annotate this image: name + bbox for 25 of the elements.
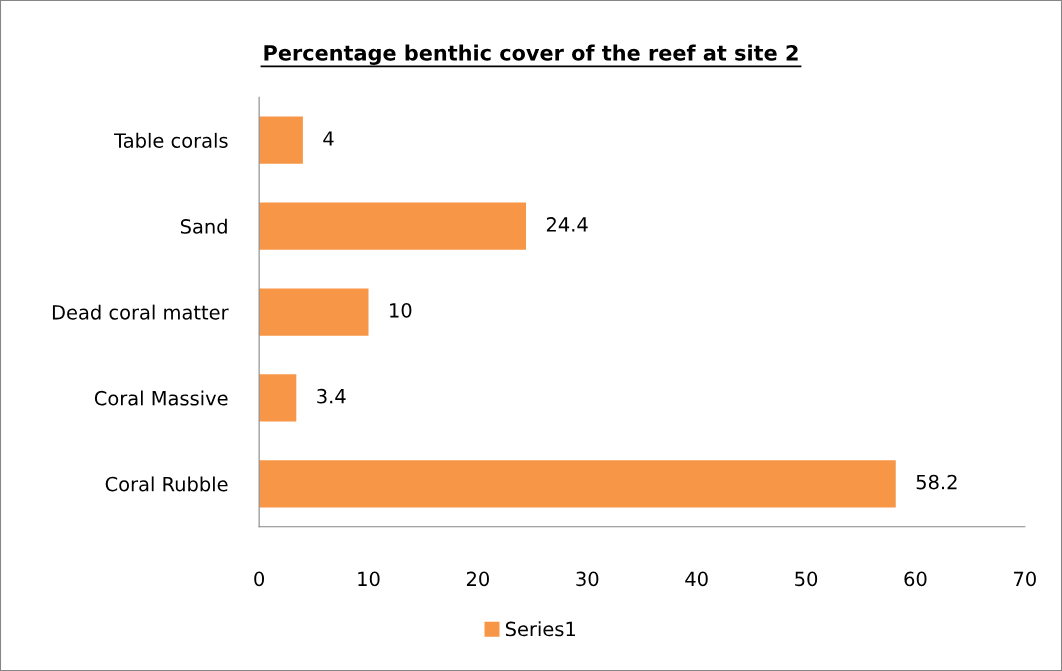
x-tick-label: 20 (466, 571, 489, 587)
data-label: 24.4 (546, 217, 588, 232)
y-tick-label: Coral Massive (94, 390, 228, 406)
bar (259, 460, 896, 508)
y-tick-label: Sand (180, 218, 227, 234)
x-tick-label: 0 (254, 571, 265, 587)
bar (259, 288, 369, 336)
data-label: 10 (390, 302, 412, 318)
x-tick-label: 50 (795, 571, 818, 587)
y-tick-label: Dead coral matter (52, 304, 229, 320)
data-label: 3.4 (317, 388, 346, 404)
data-label: 58.2 (916, 474, 957, 490)
data-label: 4 (323, 131, 334, 146)
legend-label: Series1 (505, 621, 576, 637)
bar (259, 374, 297, 422)
x-tick-label: 30 (576, 571, 599, 587)
bar (259, 202, 527, 250)
x-tick-label: 40 (685, 571, 708, 587)
x-tick-label: 60 (904, 571, 927, 587)
y-tick-label: Coral Rubble (105, 476, 228, 492)
chart-title: Percentage benthic cover of the reef at site 2 (264, 44, 798, 65)
bar (259, 116, 303, 164)
x-tick-label: 70 (1014, 571, 1036, 587)
x-tick-label: 10 (358, 571, 380, 587)
y-tick-label: Table corals (114, 132, 228, 148)
